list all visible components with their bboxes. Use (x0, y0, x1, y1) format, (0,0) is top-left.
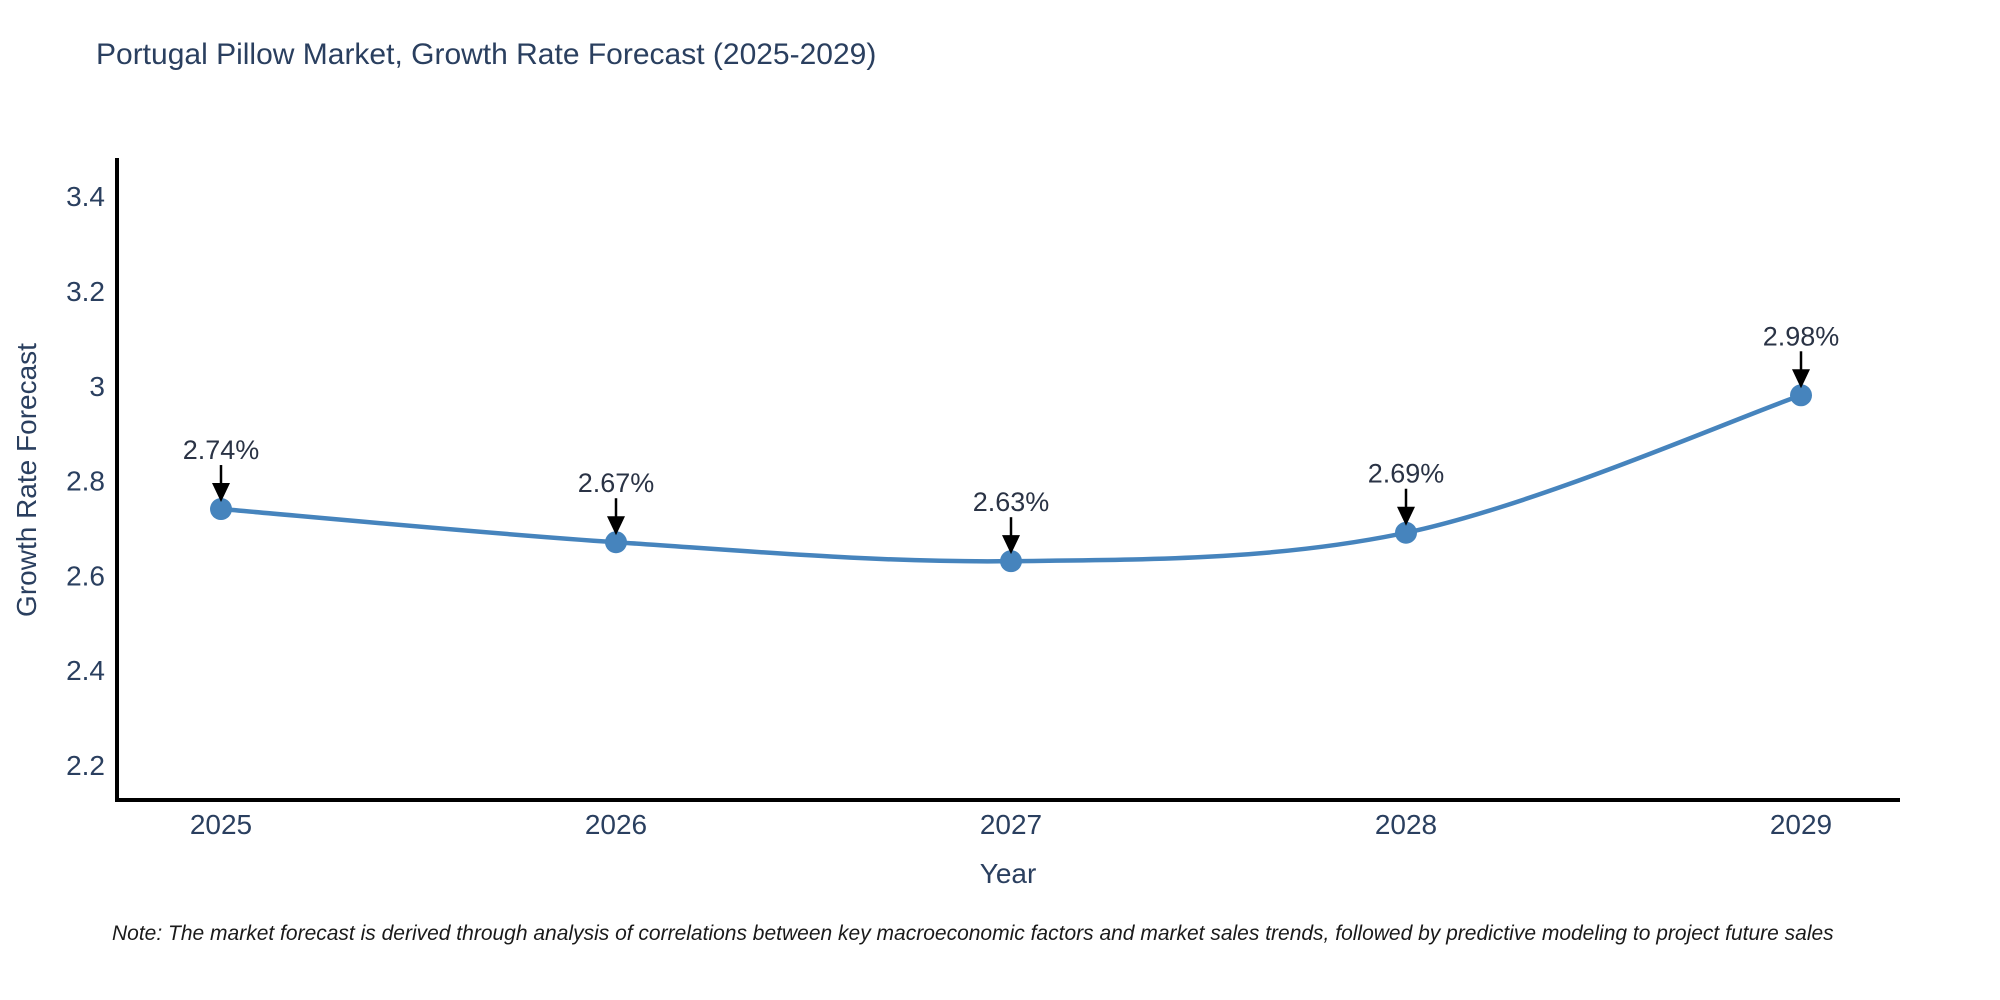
data-point-marker (605, 531, 627, 554)
y-tick-label: 3.2 (66, 276, 105, 307)
data-point-marker (1395, 521, 1417, 544)
data-point-marker (210, 498, 232, 521)
x-tick-label: 2028 (1375, 809, 1437, 840)
y-tick-label: 2.2 (66, 750, 105, 781)
annotation-arrowhead (1792, 369, 1810, 389)
x-axis-title: Year (979, 858, 1037, 889)
annotation-arrowhead (1002, 535, 1020, 555)
x-tick-label: 2027 (980, 809, 1042, 840)
y-tick-label: 2.4 (66, 655, 105, 686)
y-tick-label: 2.8 (66, 466, 105, 497)
annotation-arrowhead (607, 516, 625, 536)
annotation-label: 2.74% (183, 435, 260, 465)
y-tick-label: 2.6 (66, 560, 105, 591)
annotation-label: 2.98% (1763, 321, 1840, 351)
footnote-text: Note: The market forecast is derived thr… (112, 922, 1834, 945)
y-tick-label: 3.4 (66, 181, 105, 212)
annotation-arrowhead (1397, 506, 1415, 526)
x-tick-label: 2025 (190, 809, 252, 840)
data-point-marker (1000, 550, 1022, 573)
annotation-label: 2.67% (578, 468, 655, 498)
annotation-label: 2.69% (1368, 459, 1445, 489)
data-point-marker (1790, 384, 1812, 407)
x-tick-label: 2029 (1770, 809, 1832, 840)
x-tick-label: 2026 (585, 809, 647, 840)
y-tick-label: 3 (89, 371, 105, 402)
annotation-arrowhead (212, 483, 230, 503)
chart-title: Portugal Pillow Market, Growth Rate Fore… (96, 38, 877, 71)
annotation-label: 2.63% (973, 487, 1050, 517)
